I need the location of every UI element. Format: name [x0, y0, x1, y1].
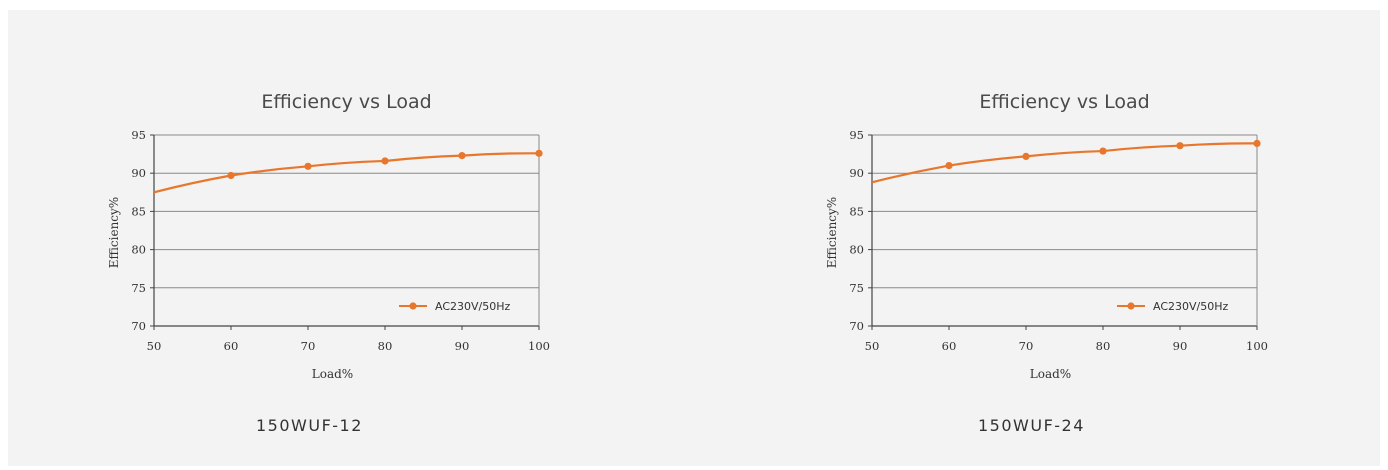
chart-caption: 150WUF-24: [978, 416, 1085, 435]
y-tick-label: 95: [849, 128, 864, 142]
y-tick-label: 75: [849, 281, 864, 295]
chart-caption: 150WUF-12: [256, 416, 363, 435]
x-tick-label: 60: [224, 339, 239, 353]
series-line: [871, 142, 1258, 184]
data-point: [1176, 142, 1184, 150]
x-tick-label: 80: [1096, 339, 1111, 353]
chart-150wuf-12: Efficiency vs Load 95 90 85 80 75 70 50 60 70 80 90…: [96, 10, 656, 466]
y-tick-label: 90: [849, 166, 864, 180]
y-tick-label: 95: [131, 128, 146, 142]
data-point: [945, 161, 953, 170]
x-tick-label: 70: [301, 339, 316, 353]
x-tick-label: 100: [1246, 339, 1268, 353]
y-tick-label: 75: [131, 281, 146, 295]
data-point: [227, 171, 235, 180]
legend-label: AC230V/50Hz: [435, 300, 511, 313]
legend-swatch-marker: [1127, 302, 1135, 310]
x-tick-label: 60: [942, 339, 957, 353]
y-axis-label: Efficiency%: [825, 197, 839, 268]
x-tick-label: 100: [528, 339, 550, 353]
x-tick-label: 50: [147, 339, 162, 353]
y-tick-label: 80: [131, 243, 146, 257]
x-tick-label: 90: [1173, 339, 1188, 353]
chart-title: Efficiency vs Load: [979, 91, 1149, 113]
charts-panel: Efficiency vs Load 95 90 85 80 75 70 50 60 70 80 90…: [8, 10, 1380, 466]
y-tick-label: 80: [849, 243, 864, 257]
y-tick-label: 70: [849, 319, 864, 333]
data-point: [1253, 139, 1261, 148]
data-point: [1022, 152, 1030, 160]
chart-150wuf-24: Efficiency vs Load 95 90 85 80 75 70 50 60 70 80 90…: [814, 10, 1374, 466]
x-tick-label: 70: [1019, 339, 1034, 353]
y-tick-label: 85: [849, 204, 864, 218]
y-tick-label: 70: [131, 319, 146, 333]
x-tick-label: 50: [865, 339, 880, 353]
x-tick-label: 90: [455, 339, 470, 353]
data-point: [304, 162, 312, 170]
chart-title: Efficiency vs Load: [261, 91, 431, 113]
data-point: [1099, 147, 1107, 155]
data-point: [535, 149, 543, 157]
data-point: [458, 152, 466, 160]
y-axis-label: Efficiency%: [107, 197, 121, 268]
x-axis-label: Load%: [1030, 367, 1071, 381]
x-tick-label: 80: [378, 339, 393, 353]
legend-swatch-marker: [409, 302, 417, 310]
series-line: [153, 152, 540, 194]
data-point: [381, 157, 389, 165]
y-tick-label: 90: [131, 166, 146, 180]
legend-label: AC230V/50Hz: [1153, 300, 1229, 313]
x-axis-label: Load%: [312, 367, 353, 381]
y-tick-label: 85: [131, 204, 146, 218]
